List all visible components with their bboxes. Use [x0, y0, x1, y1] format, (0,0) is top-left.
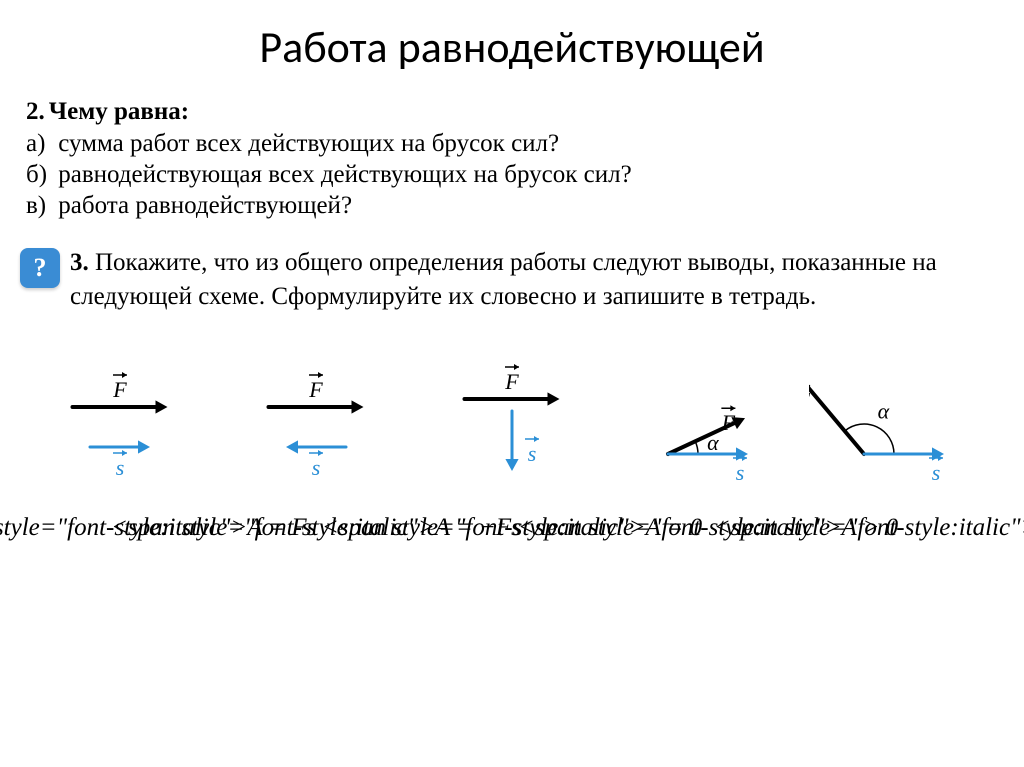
q2-c-letter: в): [26, 192, 52, 220]
q3-body: Покажите, что из общего определения рабо…: [70, 249, 937, 310]
q2-c: в) работа равнодействующей?: [26, 192, 1004, 220]
diagram-case: F s <span style="font-style:italic">A = …: [226, 344, 406, 542]
svg-text:s: s: [736, 460, 745, 485]
q3-text-wrap: 3. Покажите, что из общего определения р…: [70, 246, 1004, 314]
q3-number: 3.: [70, 249, 89, 276]
q2-a: а) сумма работ всех действующих на брусо…: [26, 130, 1004, 158]
question-3: ? 3. Покажите, что из общего определения…: [20, 246, 1004, 314]
diagram-case: F s <span style="font-style:italic">A = …: [30, 344, 210, 542]
vector-diagram: F s: [417, 344, 607, 494]
q2-a-text: сумма работ всех действующих на брусок с…: [58, 130, 559, 157]
diagram-case: F s <span style="font-style:italic">A = …: [422, 344, 602, 542]
svg-text:α: α: [707, 430, 719, 455]
q2-b: б) равнодействующая всех действующих на …: [26, 161, 1004, 189]
svg-text:F: F: [112, 377, 127, 402]
diagram-case: F s α <span style="font-style:italic">A …: [618, 344, 798, 542]
question-2-lead: 2. Чему равна:: [26, 98, 1004, 126]
svg-text:α: α: [878, 398, 890, 423]
svg-text:F: F: [504, 369, 519, 394]
svg-text:s: s: [932, 460, 941, 485]
svg-text:F: F: [721, 410, 736, 435]
svg-text:F: F: [308, 377, 323, 402]
vector-diagram: F s: [25, 344, 215, 494]
question-mark-icon: ?: [20, 248, 60, 288]
diagram-row: F s <span style="font-style:italic">A = …: [20, 344, 1004, 542]
q2-b-text: равнодействующая всех действующих на бру…: [58, 161, 631, 188]
svg-text:s: s: [116, 455, 125, 480]
vector-diagram: F s: [221, 344, 411, 494]
slide: Работа равнодействующей 2. Чему равна: а…: [0, 0, 1024, 767]
slide-title: Работа равнодействующей: [20, 20, 1004, 74]
q2-lead-text: Чему равна:: [49, 98, 189, 125]
vector-diagram: F s α: [613, 344, 803, 494]
vector-diagram: F s α: [809, 344, 999, 494]
q2-c-text: работа равнодействующей?: [58, 192, 352, 219]
q2-number: 2.: [26, 98, 45, 125]
diagram-case: F s α <span style="font-style:italic">A …: [814, 344, 994, 542]
svg-text:s: s: [528, 441, 537, 466]
svg-text:s: s: [312, 455, 321, 480]
q2-b-letter: б): [26, 161, 52, 189]
q2-a-letter: а): [26, 130, 52, 158]
diagram-formula: <span style="font-style:italic">A < 0: [714, 514, 1024, 542]
